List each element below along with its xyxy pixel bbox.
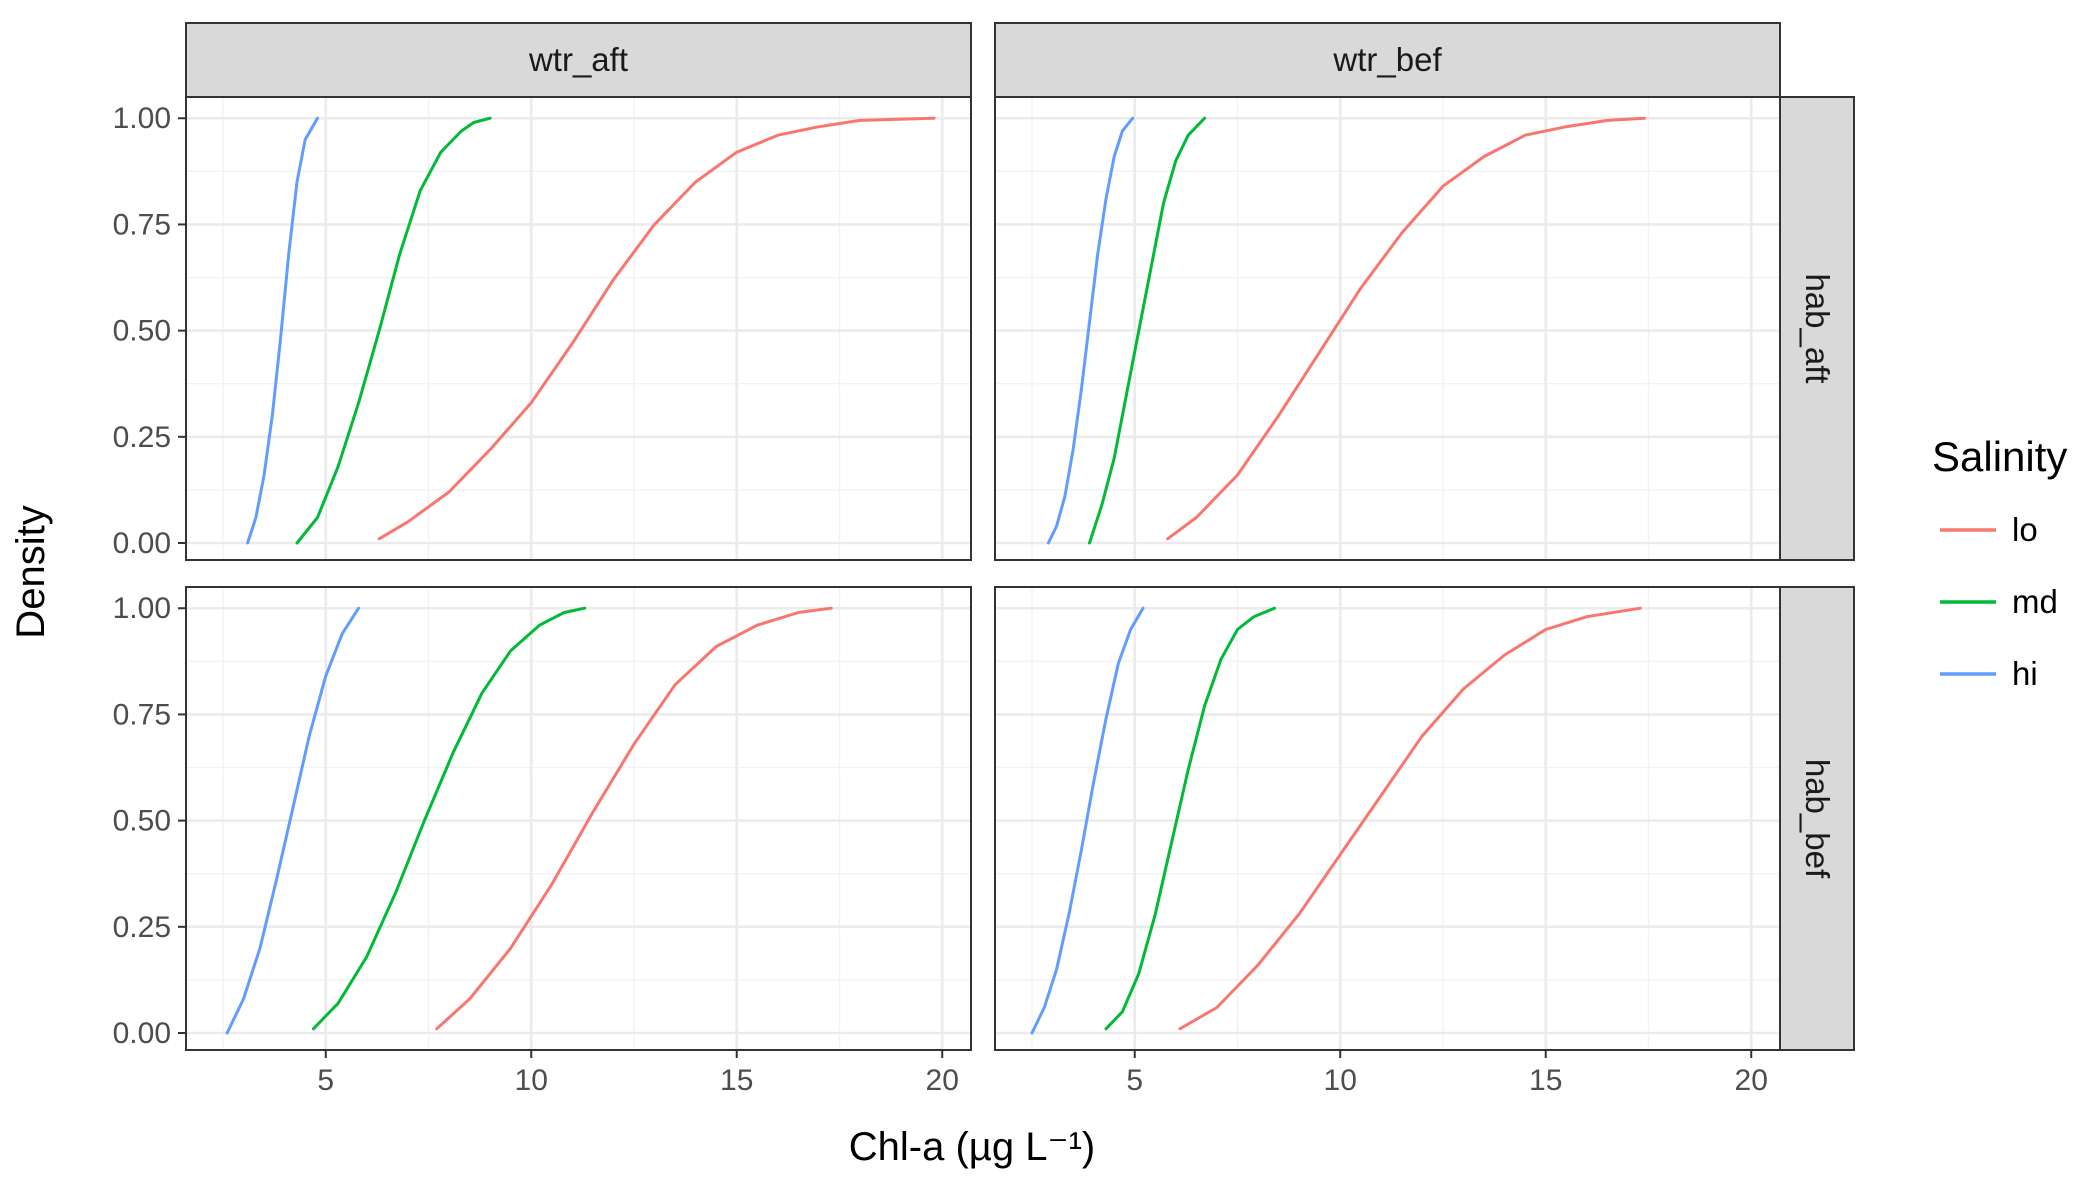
legend-title: Salinity (1932, 433, 2067, 480)
y-tick-label: 1.00 (113, 592, 171, 625)
y-tick-label: 0.50 (113, 315, 171, 348)
panel-border (185, 586, 972, 1051)
y-tick-label: 0.25 (113, 911, 171, 944)
strip-label-hab_aft: hab_aft (1799, 273, 1836, 383)
legend-label-hi: hi (2012, 655, 2038, 692)
strip-box-hab_bef (1779, 586, 1855, 1051)
panel-wtr_aft-hab_aft (185, 96, 972, 561)
series-line-lo (377, 116, 936, 541)
strip-label-hab_bef: hab_bef (1799, 759, 1836, 879)
panel-wtr_bef-hab_aft (994, 96, 1781, 561)
x-tick-label: 15 (1529, 1064, 1562, 1097)
strip-box-hab_aft (1779, 96, 1855, 561)
y-tick-label: 0.00 (113, 1017, 171, 1050)
legend-label-md: md (2012, 583, 2058, 620)
axis-layer: 0.00 0.25 0.50 0.75 1.00 0.00 0.25 0.50 0.75 1.00… (113, 102, 1768, 1097)
x-tick-label: 20 (926, 1064, 959, 1097)
strip-label-wtr_aft: wtr_aft (528, 41, 628, 78)
series-line-md (311, 606, 587, 1031)
series-line-md (1088, 116, 1207, 545)
x-tick-label: 5 (317, 1064, 334, 1097)
x-axis-title: Chl-a (µg L⁻¹) (849, 1125, 1095, 1169)
legend-label-lo: lo (2012, 511, 2038, 548)
series-line-hi (225, 606, 361, 1035)
panel-wtr_aft-hab_bef (185, 586, 972, 1051)
x-tick-label: 20 (1735, 1064, 1768, 1097)
x-tick-label: 10 (1324, 1064, 1357, 1097)
y-tick-label: 0.00 (113, 527, 171, 560)
x-tick-label: 10 (515, 1064, 548, 1097)
series-line-lo (1166, 116, 1646, 541)
series-line-hi (246, 116, 319, 545)
x-tick-label: 15 (720, 1064, 753, 1097)
legend: Salinity lo md hi (1932, 433, 2067, 692)
panel-wtr_bef-hab_bef (994, 586, 1781, 1051)
series-line-lo (1178, 606, 1642, 1031)
y-tick-label: 0.50 (113, 805, 171, 838)
facet-strips: wtr_aft wtr_bef hab_aft hab_bef (185, 22, 1855, 1051)
x-tick-label: 5 (1126, 1064, 1143, 1097)
strip-box-wtr_aft (185, 22, 972, 98)
strip-label-wtr_bef: wtr_bef (1332, 41, 1442, 78)
series-line-hi (1030, 606, 1145, 1035)
y-tick-label: 1.00 (113, 102, 171, 135)
y-tick-label: 0.75 (113, 208, 171, 241)
series-line-hi (1046, 116, 1135, 545)
y-axis-title: Density (9, 505, 53, 638)
series-line-lo (435, 606, 833, 1031)
series-line-md (295, 116, 492, 545)
series-line-md (1104, 606, 1276, 1031)
strip-box-wtr_bef (994, 22, 1781, 98)
y-tick-label: 0.25 (113, 421, 171, 454)
y-tick-label: 0.75 (113, 698, 171, 731)
panel-layer (185, 96, 1781, 1051)
